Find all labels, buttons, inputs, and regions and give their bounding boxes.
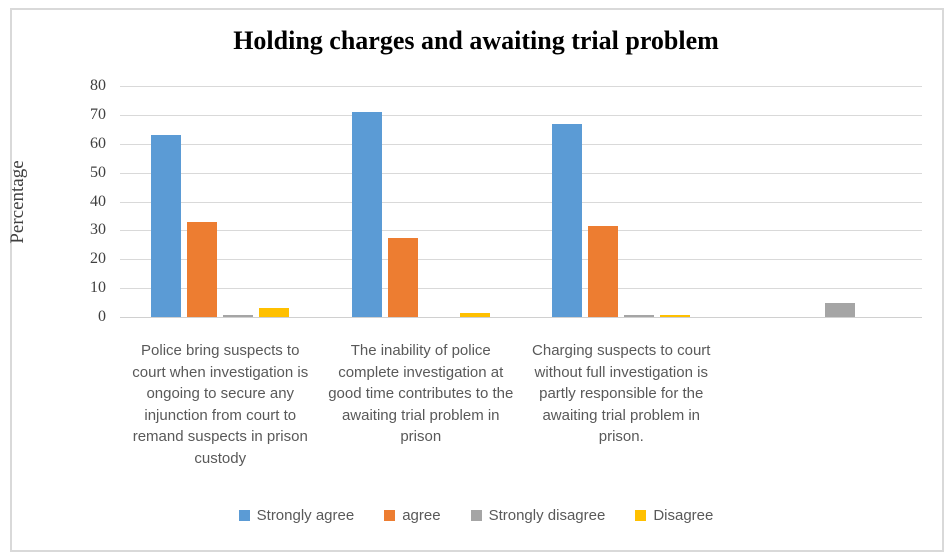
legend-label: Strongly disagree (488, 507, 606, 524)
x-category-label (722, 340, 923, 469)
y-tick-label: 0 (98, 308, 106, 325)
x-category-label: Police bring suspects to court when inve… (132, 342, 309, 467)
legend-item-disagree: Disagree (635, 507, 713, 524)
y-tick-label: 10 (90, 279, 106, 297)
y-tick-label: 20 (90, 250, 106, 268)
legend-swatch-icon (238, 510, 250, 521)
x-axis-category-labels: Police bring suspects to court when inve… (120, 340, 922, 469)
x-category-label: The inability of police complete investi… (328, 342, 514, 445)
bar-strongly-agree (351, 112, 382, 317)
gridline (120, 172, 922, 174)
legend-label: agree (402, 507, 441, 524)
bar-disagree (259, 308, 290, 317)
y-axis-title: Percentage (7, 160, 28, 244)
legend-item-strongly-agree: Strongly agree (238, 507, 355, 524)
bar-agree (588, 226, 619, 317)
legend-item-strongly-disagree: Strongly disagree (470, 507, 606, 524)
legend-label: Strongly agree (256, 507, 355, 524)
bar-strongly-disagree (824, 303, 855, 317)
bar-strongly-agree (552, 124, 583, 317)
y-tick-label: 50 (90, 163, 106, 181)
legend-swatch-icon (384, 510, 396, 521)
y-tick-label: 40 (90, 192, 106, 210)
y-tick-label: 30 (90, 221, 106, 239)
x-category-label: Charging suspects to court without full … (532, 342, 711, 445)
gridline (120, 230, 922, 232)
legend: Strongly agree agree Strongly disagree Disa… (0, 507, 952, 524)
bar-disagree (660, 315, 691, 317)
bar-strongly-agree (151, 135, 182, 317)
gridline (120, 114, 922, 116)
bar-agree (187, 222, 218, 317)
bar-disagree (459, 313, 490, 317)
legend-label: Disagree (653, 507, 714, 524)
legend-swatch-icon (635, 510, 647, 521)
bar-agree (387, 238, 418, 317)
gridline (120, 288, 922, 290)
y-tick-label: 60 (90, 134, 106, 152)
legend-item-agree: agree (384, 507, 441, 524)
gridline (120, 201, 922, 203)
bar-strongly-disagree (624, 315, 655, 317)
bar-strongly-disagree (223, 315, 254, 317)
gridline (120, 143, 922, 145)
x-axis-line (120, 317, 922, 318)
gridline (120, 86, 922, 87)
gridline (120, 259, 922, 261)
chart-title: Holding charges and awaiting trial probl… (233, 26, 719, 55)
legend-swatch-icon (470, 510, 482, 521)
y-tick-label: 80 (90, 77, 106, 94)
y-tick-label: 70 (90, 105, 106, 123)
plot-area (120, 86, 922, 318)
